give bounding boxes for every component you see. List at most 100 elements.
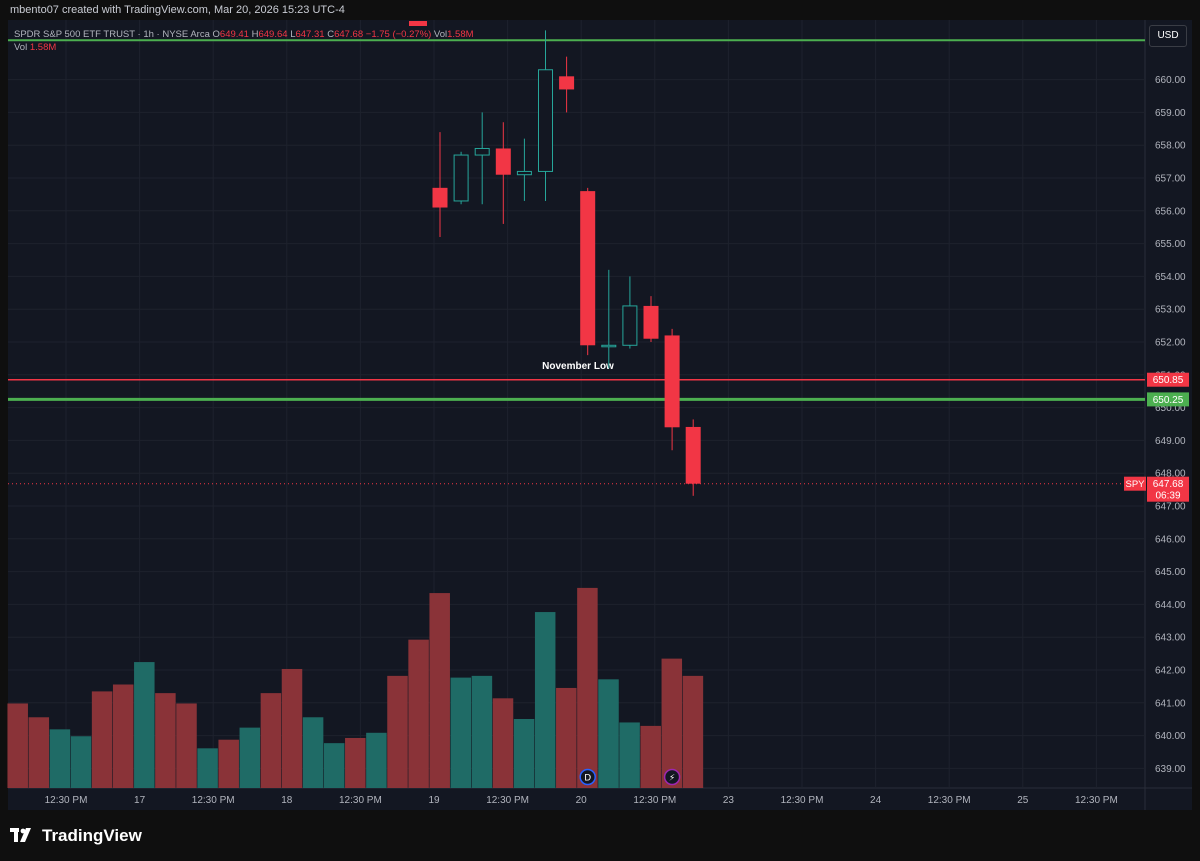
candle-body-down xyxy=(432,187,448,208)
price-tick-label: 639.00 xyxy=(1155,764,1186,775)
time-axis-labels: 12:30 PM 17 12:30 PM 18 12:30 PM 19 12:30 PM 20… xyxy=(45,795,1118,806)
volume-bar xyxy=(345,737,366,788)
tradingview-logo[interactable]: TradingView xyxy=(10,826,142,846)
volume-bar xyxy=(471,675,493,788)
event-marker[interactable] xyxy=(579,768,596,786)
volume-bars xyxy=(7,587,704,788)
time-tick-label: 23 xyxy=(723,795,735,806)
volume-bar xyxy=(429,593,450,788)
price-tick-label: 655.00 xyxy=(1155,239,1186,250)
price-tick-label: 641.00 xyxy=(1155,698,1186,709)
candle-body-up xyxy=(474,147,490,156)
event-markers[interactable]: D ⚡ xyxy=(579,768,681,786)
low-label: L xyxy=(290,29,296,40)
price-tick-label: 643.00 xyxy=(1155,633,1186,644)
close-value: 647.68 xyxy=(334,29,364,40)
volume-bar xyxy=(239,727,261,788)
price-axis-labels: 639.00 640.00 641.00 642.00 643.00 644.00 645.… xyxy=(1155,75,1186,775)
volume-bar xyxy=(7,703,28,788)
volume-bar xyxy=(534,612,556,788)
price-tag-label: 650.85 xyxy=(1153,375,1184,386)
brand-name: TradingView xyxy=(42,826,142,845)
open-label: O xyxy=(212,29,220,40)
volume-pane-value: 1.58M xyxy=(29,42,57,53)
volume-bar xyxy=(260,693,282,788)
event-marker-label: ⚡ xyxy=(669,774,675,784)
volume-bar xyxy=(682,675,704,788)
ohlc-legend: SPDR S&P 500 ETF TRUST · 1h · NYSE Arca … xyxy=(14,29,474,40)
grid-lines xyxy=(8,20,1145,788)
time-tick-label: 12:30 PM xyxy=(781,795,824,806)
time-tick-label: 24 xyxy=(870,795,882,806)
time-tick-label: 17 xyxy=(134,795,146,806)
volume-legend: Vol 1.58M xyxy=(14,42,56,53)
volume-bar xyxy=(577,587,598,788)
price-tick-label: 652.00 xyxy=(1155,338,1186,349)
price-tick-label: 648.00 xyxy=(1155,469,1186,480)
time-tick-label: 19 xyxy=(428,795,440,806)
volume-bar xyxy=(366,732,387,788)
last-price-tag-bg xyxy=(1147,476,1189,502)
volume-bar xyxy=(323,743,345,788)
volume-bar xyxy=(513,719,535,788)
high-label: H xyxy=(251,29,259,40)
price-tick-label: 653.00 xyxy=(1155,305,1186,316)
candle-body-down xyxy=(643,305,659,339)
symbol-name[interactable]: SPDR S&P 500 ETF TRUST · 1h · NYSE Arca xyxy=(14,29,210,40)
chart-pane[interactable] xyxy=(8,20,1145,788)
volume-value: 1.58M xyxy=(447,29,474,40)
volume-bar xyxy=(598,679,619,788)
price-tick-label: 645.00 xyxy=(1155,567,1186,578)
candle-body-up xyxy=(516,170,532,176)
time-tick-label: 12:30 PM xyxy=(633,795,676,806)
low-value: 647.31 xyxy=(295,29,325,40)
volume-bar xyxy=(387,675,408,788)
price-tick-label: 647.00 xyxy=(1155,502,1186,513)
time-axis[interactable] xyxy=(8,788,1145,810)
price-tick-label: 659.00 xyxy=(1155,108,1186,119)
volume-bar xyxy=(302,717,324,788)
price-tick-label: 646.00 xyxy=(1155,534,1186,545)
horizontal-lines[interactable]: November Low xyxy=(8,39,1145,485)
volume-bar xyxy=(134,662,155,788)
price-tick-label: 642.00 xyxy=(1155,666,1186,677)
volume-bar xyxy=(91,691,113,788)
last-price-label: 647.68 xyxy=(1153,479,1184,490)
price-tick-label: 657.00 xyxy=(1155,174,1186,185)
high-value: 649.64 xyxy=(258,29,288,40)
volume-bar xyxy=(28,717,50,788)
price-tag-bg xyxy=(1147,392,1189,407)
price-tick-label: 649.00 xyxy=(1155,436,1186,447)
volume-bar xyxy=(556,687,577,788)
volume-bar xyxy=(408,639,429,788)
top-edge-marker xyxy=(409,21,427,26)
volume-bar xyxy=(70,736,92,788)
time-tick-label: 12:30 PM xyxy=(192,795,235,806)
time-tick-label: 20 xyxy=(576,795,588,806)
open-value: 649.41 xyxy=(219,29,249,40)
event-marker[interactable] xyxy=(663,768,681,786)
time-tick-label: 12:30 PM xyxy=(45,795,88,806)
candle-body-down xyxy=(495,148,511,175)
volume-bar xyxy=(661,658,683,788)
volume-bar xyxy=(492,698,514,788)
price-tag-label: 650.25 xyxy=(1153,395,1184,406)
volume-bar xyxy=(218,739,239,788)
tradingview-logo-icon xyxy=(10,828,31,842)
price-tag-bg xyxy=(1147,372,1189,387)
candle-body-down xyxy=(580,191,596,346)
change-value: −1.75 (−0.27%) xyxy=(365,29,432,40)
volume-bar xyxy=(49,729,71,788)
time-tick-label: 25 xyxy=(1017,795,1029,806)
bar-countdown-label: 06:39 xyxy=(1155,491,1180,502)
time-tick-label: 12:30 PM xyxy=(1075,795,1118,806)
price-axis[interactable] xyxy=(1145,20,1192,810)
volume-bar xyxy=(197,748,218,788)
currency-button[interactable]: USD xyxy=(1149,25,1187,47)
candle-body-up xyxy=(601,344,617,348)
symbol-tag-bg xyxy=(1124,476,1146,491)
candle-body-down xyxy=(664,335,680,428)
price-tick-label: 660.00 xyxy=(1155,75,1186,86)
